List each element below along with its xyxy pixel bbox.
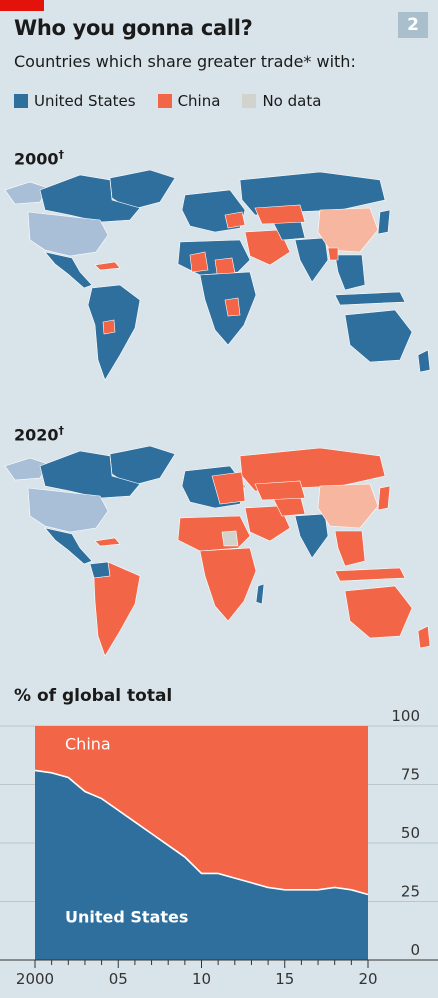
x-tick-label: 20	[358, 970, 377, 988]
myanmar	[327, 247, 339, 261]
legend-swatch-no-data	[242, 94, 257, 108]
africa-north	[177, 515, 251, 552]
page-subtitle: Countries which share greater trade* wit…	[14, 52, 356, 71]
legend: United States China No data	[14, 92, 321, 110]
japan	[377, 209, 391, 235]
x-tick-label: 10	[192, 970, 211, 988]
africa-china-3	[224, 297, 241, 317]
eastern-europe	[224, 211, 246, 229]
india	[294, 237, 329, 283]
middle-east	[244, 505, 291, 542]
page-title: Who you gonna call?	[14, 16, 253, 40]
world-map-2020	[4, 445, 431, 657]
series-label-us: United States	[65, 908, 188, 927]
united-states	[27, 487, 109, 533]
caribbean	[94, 261, 121, 271]
legend-item-united-states: United States	[14, 92, 136, 110]
china	[317, 483, 379, 529]
series-label-china: China	[65, 734, 111, 753]
eastern-europe	[211, 471, 246, 505]
map-2000-label: 2000†	[14, 148, 65, 169]
y-tick-label: 25	[401, 883, 420, 901]
africa-china-1	[189, 251, 209, 273]
united-states-area	[35, 770, 368, 960]
legend-item-no-data: No data	[242, 92, 321, 110]
central-asia	[254, 204, 306, 225]
brand-tag	[0, 0, 44, 11]
legend-label-no-data: No data	[262, 92, 322, 110]
series-divider-line	[34, 769, 369, 896]
china	[317, 207, 379, 253]
colombia	[89, 561, 111, 579]
legend-swatch-us	[14, 94, 28, 108]
india	[294, 513, 329, 559]
legend-label-us: United States	[34, 92, 136, 110]
south-america	[93, 561, 141, 657]
y-axis-ticks: 0 25 50 75 100	[391, 710, 420, 959]
indonesia	[334, 567, 406, 582]
new-zealand	[417, 349, 431, 373]
australia	[344, 585, 413, 639]
x-tick-label: 15	[275, 970, 294, 988]
indonesia	[334, 291, 406, 306]
y-tick-label: 100	[391, 710, 420, 725]
australia	[344, 309, 413, 363]
map-2020-label: 2020†	[14, 424, 65, 445]
caribbean	[94, 537, 121, 547]
madagascar	[255, 583, 265, 605]
southeast-asia	[334, 254, 366, 291]
x-axis-ticks: 2000 05 10 15 20	[16, 960, 378, 988]
africa-north	[177, 239, 251, 276]
x-tick-label: 05	[109, 970, 128, 988]
japan	[377, 485, 391, 511]
united-states	[27, 211, 109, 257]
chad-no-data	[221, 530, 239, 547]
world-map-2000	[4, 169, 431, 381]
africa-south	[199, 547, 257, 622]
x-tick-label: 2000	[16, 970, 54, 988]
y-tick-label: 50	[401, 824, 420, 842]
trade-share-area-chart: China United States 0 25 50 75 100 2000 05 10 1…	[0, 710, 438, 988]
middle-east	[244, 229, 291, 266]
legend-label-china: China	[177, 92, 221, 110]
central-asia	[254, 480, 306, 501]
new-zealand	[417, 625, 431, 649]
chart-title: % of global total	[14, 686, 173, 706]
chart-number-badge: 2	[398, 12, 428, 38]
y-tick-label: 0	[410, 941, 420, 959]
canada	[39, 174, 141, 223]
legend-swatch-china	[157, 94, 172, 108]
mexico	[44, 527, 93, 565]
mexico	[44, 251, 93, 289]
south-america	[87, 284, 141, 381]
canada	[39, 450, 141, 499]
legend-item-china: China	[157, 92, 221, 110]
bolivia	[102, 319, 116, 335]
southeast-asia	[334, 530, 366, 567]
y-tick-label: 75	[401, 766, 420, 784]
